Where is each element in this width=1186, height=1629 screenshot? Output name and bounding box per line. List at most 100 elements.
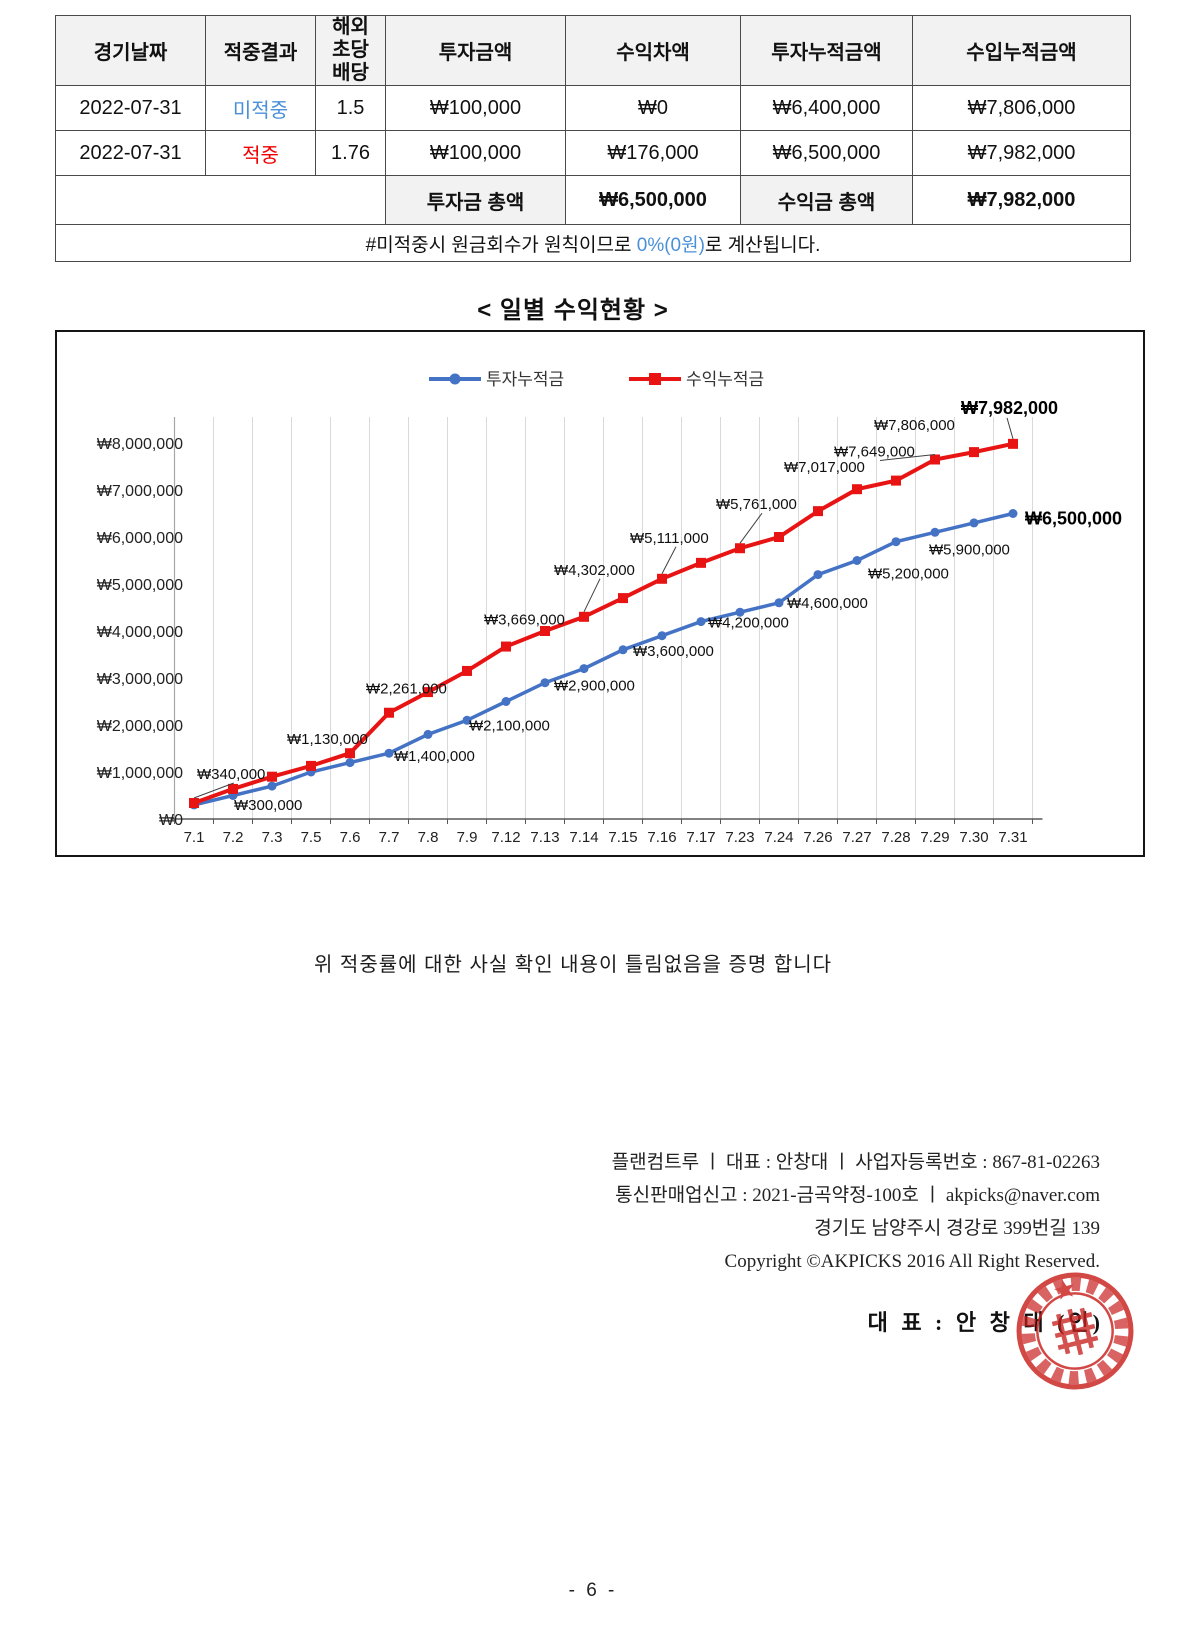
- svg-text:₩8,000,000: ₩8,000,000: [97, 436, 183, 453]
- svg-text:7.28: 7.28: [881, 829, 910, 846]
- company-info-block: 플랜컴트루 ㅣ 대표 : 안창대 ㅣ 사업자등록번호 : 867-81-0226…: [612, 1146, 1100, 1278]
- svg-text:₩3,000,000: ₩3,000,000: [97, 671, 183, 688]
- col-header-odds: 해외 초당 배당: [315, 15, 386, 86]
- table-totals-row: 투자금 총액 ₩6,500,000 수익금 총액 ₩7,982,000: [55, 175, 1131, 225]
- svg-text:7.13: 7.13: [530, 829, 559, 846]
- copyright-line: Copyright ©AKPICKS 2016 All Right Reserv…: [724, 1251, 1100, 1272]
- page-number: - 6 -: [568, 1580, 618, 1601]
- note-text: 로 계산됩니다.: [704, 234, 821, 256]
- svg-text:₩7,806,000: ₩7,806,000: [874, 417, 955, 434]
- cell-odds: 1.76: [315, 130, 386, 176]
- svg-text:₩5,761,000: ₩5,761,000: [716, 496, 797, 513]
- company-info-line: 통신판매업신고 : 2021-금곡약정-100호 ㅣ akpicks@naver…: [615, 1185, 1100, 1206]
- svg-text:7.27: 7.27: [842, 829, 871, 846]
- svg-text:₩5,111,000: ₩5,111,000: [630, 530, 709, 547]
- company-info-line: 플랜컴트루 ㅣ 대표 : 안창대 ㅣ 사업자등록번호 : 867-81-0226…: [611, 1152, 1100, 1173]
- svg-text:₩7,017,000: ₩7,017,000: [784, 459, 865, 476]
- table-header-row: 경기날짜 적중결과 해외 초당 배당 투자금액 수익차액 투자누적금액 수입누적…: [55, 15, 1131, 86]
- svg-text:7.7: 7.7: [379, 829, 400, 846]
- daily-profit-chart: ₩0 ₩1,000,000 ₩2,000,000 ₩3,000,000 ₩4,000,0…: [55, 330, 1145, 857]
- svg-text:₩0: ₩0: [159, 812, 183, 829]
- svg-text:7.5: 7.5: [301, 829, 322, 846]
- svg-text:7.8: 7.8: [418, 829, 439, 846]
- table-row: 2022-07-31 적중 1.76 ₩100,000 ₩176,000 ₩6,…: [55, 130, 1131, 176]
- svg-text:₩300,000: ₩300,000: [234, 797, 302, 814]
- table-row: 2022-07-31 미적중 1.5 ₩100,000 ₩0 ₩6,400,00…: [55, 85, 1131, 131]
- svg-text:₩6,000,000: ₩6,000,000: [97, 530, 183, 547]
- svg-text:₩4,600,000: ₩4,600,000: [787, 595, 868, 612]
- svg-text:₩7,649,000: ₩7,649,000: [834, 443, 915, 460]
- cell-income-cum: ₩7,806,000: [912, 85, 1131, 131]
- table-note-row: #미적중시 원금회수가 원칙이므로 0%(0원)로 계산됩니다.: [55, 224, 1131, 262]
- total-invest-value: ₩6,500,000: [565, 175, 741, 225]
- svg-text:₩7,982,000: ₩7,982,000: [961, 398, 1058, 418]
- svg-text:7.1: 7.1: [184, 829, 205, 846]
- svg-text:7.15: 7.15: [608, 829, 637, 846]
- svg-text:₩2,261,000: ₩2,261,000: [366, 681, 447, 698]
- svg-text:7.23: 7.23: [725, 829, 754, 846]
- svg-text:7.14: 7.14: [569, 829, 598, 846]
- col-header-date: 경기날짜: [55, 15, 206, 86]
- total-income-value: ₩7,982,000: [912, 175, 1131, 225]
- svg-text:₩1,130,000: ₩1,130,000: [287, 731, 368, 748]
- svg-text:7.16: 7.16: [647, 829, 676, 846]
- svg-text:7.24: 7.24: [764, 829, 793, 846]
- cell-invest-cum: ₩6,500,000: [740, 130, 913, 176]
- svg-text:₩5,200,000: ₩5,200,000: [868, 566, 949, 583]
- cell-invest: ₩100,000: [385, 130, 566, 176]
- col-header-invest-cum: 투자누적금액: [740, 15, 913, 86]
- svg-text:₩4,000,000: ₩4,000,000: [97, 624, 183, 641]
- svg-text:7.6: 7.6: [340, 829, 361, 846]
- cell-odds: 1.5: [315, 85, 386, 131]
- cell-invest: ₩100,000: [385, 85, 566, 131]
- table-note: #미적중시 원금회수가 원칙이므로 0%(0원)로 계산됩니다.: [55, 224, 1131, 262]
- col-header-income-cum: 수입누적금액: [912, 15, 1131, 86]
- svg-text:₩2,900,000: ₩2,900,000: [554, 678, 635, 695]
- svg-text:₩340,000: ₩340,000: [197, 766, 265, 783]
- line-chart-canvas: ₩0 ₩1,000,000 ₩2,000,000 ₩3,000,000 ₩4,000,0…: [97, 370, 1122, 846]
- svg-text:₩1,400,000: ₩1,400,000: [394, 748, 475, 765]
- results-table: 경기날짜 적중결과 해외 초당 배당 투자금액 수익차액 투자누적금액 수입누적…: [55, 15, 1131, 262]
- svg-text:7.17: 7.17: [686, 829, 715, 846]
- svg-text:₩2,000,000: ₩2,000,000: [97, 718, 183, 735]
- col-header-diff: 수익차액: [565, 15, 741, 86]
- svg-text:₩2,100,000: ₩2,100,000: [469, 717, 550, 734]
- totals-empty-cell: [55, 175, 386, 225]
- svg-text:₩3,600,000: ₩3,600,000: [633, 643, 714, 660]
- col-header-invest: 투자금액: [385, 15, 566, 86]
- svg-text:7.31: 7.31: [998, 829, 1027, 846]
- cell-invest-cum: ₩6,400,000: [740, 85, 913, 131]
- svg-text:₩5,900,000: ₩5,900,000: [929, 542, 1010, 559]
- svg-text:₩6,500,000: ₩6,500,000: [1025, 509, 1122, 529]
- chart-title: < 일별 수익현황 >: [477, 297, 669, 324]
- total-invest-label: 투자금 총액: [385, 175, 566, 225]
- note-text: #미적중시 원금회수가 원칙이므로: [365, 234, 637, 256]
- company-info-line: 경기도 남양주시 경강로 399번길 139: [814, 1218, 1100, 1239]
- svg-text:7.2: 7.2: [223, 829, 244, 846]
- cell-result-miss: 미적중: [205, 85, 316, 131]
- total-income-label: 수익금 총액: [740, 175, 913, 225]
- svg-text:7.30: 7.30: [959, 829, 988, 846]
- certificate-statement: 위 적중률에 대한 사실 확인 내용이 틀림없음을 증명 합니다: [313, 954, 833, 976]
- svg-text:₩7,000,000: ₩7,000,000: [97, 483, 183, 500]
- cell-date: 2022-07-31: [55, 130, 206, 176]
- svg-text:₩3,669,000: ₩3,669,000: [484, 612, 565, 629]
- svg-text:₩4,302,000: ₩4,302,000: [554, 562, 635, 579]
- note-highlight: 0%(0원): [636, 234, 705, 256]
- cell-income-cum: ₩7,982,000: [912, 130, 1131, 176]
- svg-text:₩5,000,000: ₩5,000,000: [97, 577, 183, 594]
- col-header-result: 적중결과: [205, 15, 316, 86]
- svg-text:₩4,200,000: ₩4,200,000: [708, 615, 789, 632]
- svg-text:투자누적금: 투자누적금: [486, 370, 564, 389]
- company-seal-stamp: [1016, 1272, 1134, 1390]
- cell-date: 2022-07-31: [55, 85, 206, 131]
- cell-diff: ₩176,000: [565, 130, 741, 176]
- svg-text:7.3: 7.3: [262, 829, 283, 846]
- svg-text:7.29: 7.29: [920, 829, 949, 846]
- svg-text:7.12: 7.12: [491, 829, 520, 846]
- svg-text:₩1,000,000: ₩1,000,000: [97, 765, 183, 782]
- svg-text:7.9: 7.9: [457, 829, 478, 846]
- svg-text:7.26: 7.26: [803, 829, 832, 846]
- cell-diff: ₩0: [565, 85, 741, 131]
